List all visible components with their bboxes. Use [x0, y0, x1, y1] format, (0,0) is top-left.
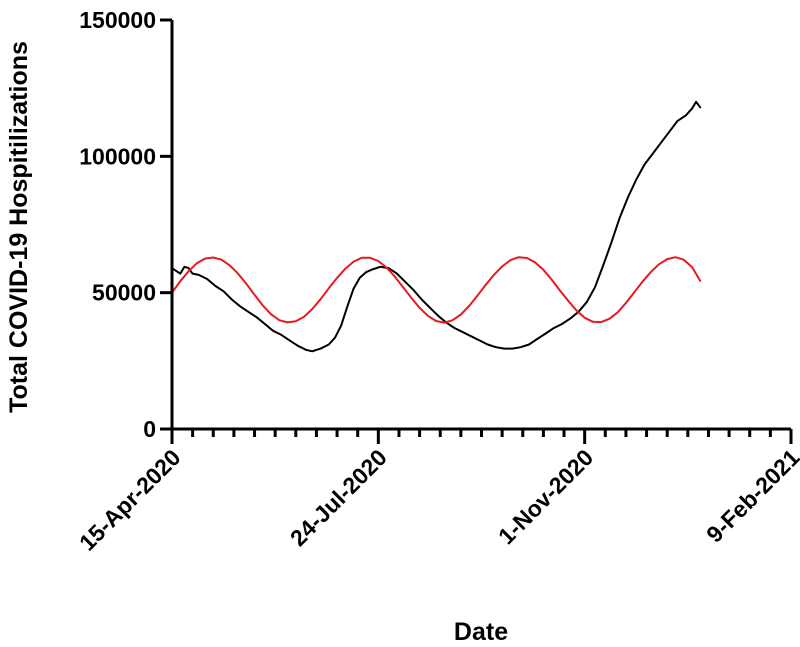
x-axis-title: Date	[454, 618, 508, 646]
axes-layer: 0 50000 100000 150000 15-Apr-2020 24-Jul-2020…	[74, 7, 800, 556]
y-axis-title-group: Total COVID-19 Hospitilizations	[5, 41, 33, 413]
series-layer	[171, 100, 702, 353]
series-line-2	[171, 256, 702, 324]
x-tick-label: 1-Nov-2020	[493, 444, 598, 549]
x-tick-label: 15-Apr-2020	[74, 444, 186, 556]
y-tick-label: 0	[143, 416, 156, 442]
y-axis-title: Total COVID-19 Hospitilizations	[5, 41, 33, 413]
x-tick-label: 24-Jul-2020	[285, 444, 392, 551]
x-tick-label: 9-Feb-2021	[701, 444, 800, 548]
y-tick-label: 100000	[79, 143, 156, 169]
y-tick-label: 50000	[92, 280, 156, 306]
y-tick-label: 150000	[79, 7, 156, 33]
series-line-1	[171, 100, 702, 353]
